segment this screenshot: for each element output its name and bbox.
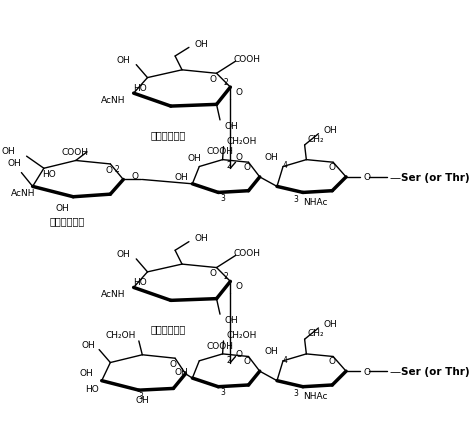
Text: OH: OH <box>116 56 130 65</box>
Text: HO: HO <box>42 170 56 178</box>
Text: HO: HO <box>133 83 146 92</box>
Text: O: O <box>243 163 250 171</box>
Text: 3: 3 <box>293 194 299 204</box>
Text: 2: 2 <box>223 78 228 86</box>
Text: NHAc: NHAc <box>303 197 327 206</box>
Text: OH: OH <box>8 158 21 168</box>
Text: 2: 2 <box>223 271 228 280</box>
Text: COOH: COOH <box>233 249 260 258</box>
Text: COOH: COOH <box>62 148 89 157</box>
Text: 3: 3 <box>293 388 299 398</box>
Text: O: O <box>363 173 370 182</box>
Text: 4: 4 <box>283 161 288 170</box>
Text: OH: OH <box>174 367 188 376</box>
Text: （シアル酸）: （シアル酸） <box>151 129 186 139</box>
Text: O: O <box>105 165 112 174</box>
Text: CH₂OH: CH₂OH <box>106 331 136 340</box>
Text: OH: OH <box>174 173 188 182</box>
Text: COOH: COOH <box>206 341 234 350</box>
Text: CH₂OH: CH₂OH <box>226 137 256 146</box>
Text: O: O <box>131 171 138 180</box>
Text: —: — <box>389 366 400 376</box>
Text: O: O <box>236 152 243 161</box>
Text: O: O <box>170 359 177 368</box>
Text: O: O <box>236 88 243 97</box>
Text: CH₂: CH₂ <box>307 328 324 337</box>
Text: 2: 2 <box>227 355 232 364</box>
Text: 3: 3 <box>220 388 225 397</box>
Text: OH: OH <box>81 340 95 349</box>
Text: 2: 2 <box>227 161 232 170</box>
Text: CH₂OH: CH₂OH <box>226 331 256 340</box>
Text: COOH: COOH <box>233 55 260 64</box>
Text: OH: OH <box>56 203 70 212</box>
Text: OH: OH <box>265 152 279 161</box>
Text: AcNH: AcNH <box>101 289 126 298</box>
Text: AcNH: AcNH <box>101 95 126 105</box>
Text: O: O <box>329 356 336 365</box>
Text: OH: OH <box>79 368 93 378</box>
Text: OH: OH <box>116 250 130 259</box>
Text: OH: OH <box>324 319 337 329</box>
Text: 3: 3 <box>138 391 143 400</box>
Text: Ser (or Thr): Ser (or Thr) <box>401 172 470 182</box>
Text: O: O <box>236 282 243 290</box>
Text: O: O <box>210 269 217 278</box>
Text: HO: HO <box>133 277 146 286</box>
Text: COOH: COOH <box>206 147 234 156</box>
Text: 2: 2 <box>114 164 120 174</box>
Text: OH: OH <box>195 39 209 49</box>
Text: —: — <box>389 172 400 182</box>
Text: OH: OH <box>136 395 149 404</box>
Text: 3: 3 <box>220 194 225 203</box>
Text: OH: OH <box>187 154 201 163</box>
Text: HO: HO <box>85 384 99 393</box>
Text: NHAc: NHAc <box>303 391 327 400</box>
Text: OH: OH <box>224 315 238 324</box>
Text: O: O <box>236 350 243 358</box>
Text: 4: 4 <box>283 355 288 364</box>
Text: Ser (or Thr): Ser (or Thr) <box>401 366 470 376</box>
Text: OH: OH <box>224 121 238 130</box>
Text: OH: OH <box>324 125 337 135</box>
Text: （シアル酸）: （シアル酸） <box>151 323 186 333</box>
Text: AcNH: AcNH <box>11 188 35 197</box>
Text: （シアル酸）: （シアル酸） <box>49 216 85 226</box>
Text: O: O <box>243 356 250 365</box>
Text: O: O <box>329 163 336 171</box>
Text: OH: OH <box>195 233 209 242</box>
Text: OH: OH <box>1 147 16 156</box>
Text: O: O <box>363 367 370 376</box>
Text: OH: OH <box>265 346 279 355</box>
Text: O: O <box>210 75 217 84</box>
Text: CH₂: CH₂ <box>307 134 324 143</box>
